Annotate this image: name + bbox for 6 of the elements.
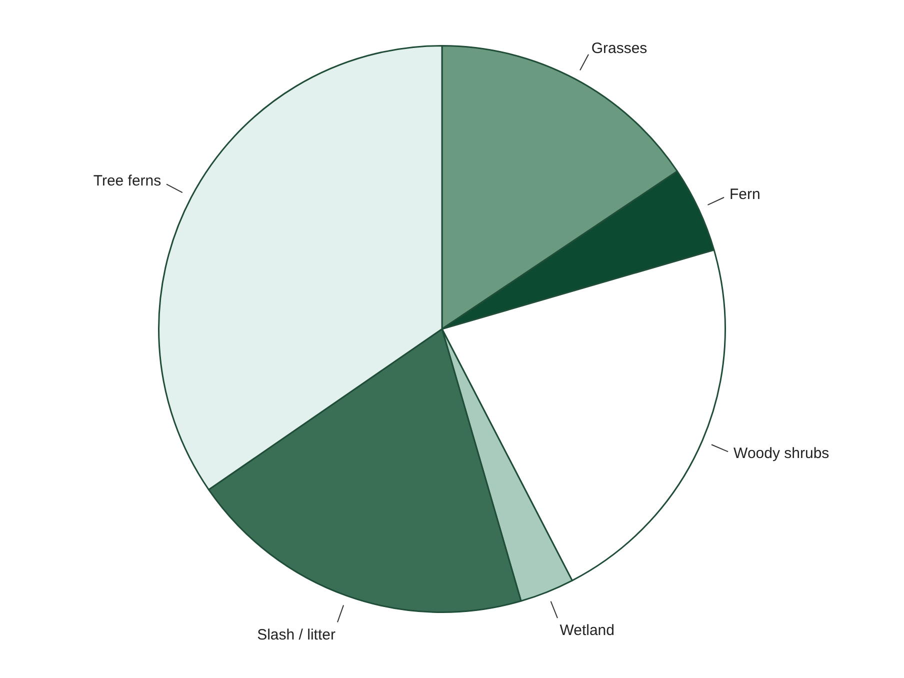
slice-label: Fern <box>729 186 760 203</box>
slice-label: Wetland <box>560 622 614 640</box>
slice-label: Woody shrubs <box>734 445 830 462</box>
slice-label: Slash / litter <box>257 626 336 644</box>
slice-label: Tree ferns <box>93 172 162 190</box>
slice-label: Grasses <box>591 40 648 58</box>
